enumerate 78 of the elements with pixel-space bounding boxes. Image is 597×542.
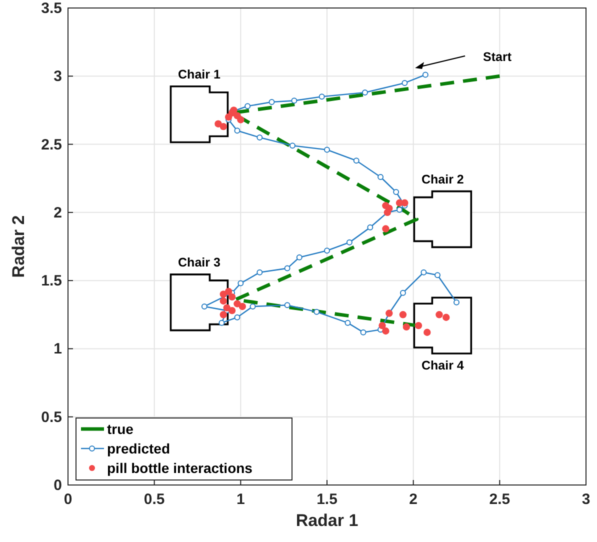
- annotation: Chair 3: [178, 255, 220, 270]
- point: [401, 199, 408, 206]
- point: [324, 248, 330, 254]
- point: [220, 311, 227, 318]
- point: [344, 320, 351, 326]
- legend-label: predicted: [107, 440, 170, 456]
- point: [402, 80, 408, 86]
- annotation: Start: [483, 50, 512, 64]
- x-tick-label: 0.5: [144, 491, 165, 508]
- point: [367, 224, 374, 230]
- x-tick-label: 1: [236, 491, 245, 508]
- point: [382, 327, 390, 335]
- x-axis-title: Radar 1: [296, 511, 358, 530]
- point: [214, 120, 222, 128]
- point: [346, 239, 352, 246]
- point: [382, 225, 390, 232]
- y-tick-label: 1: [54, 340, 62, 358]
- legend-label: true: [107, 421, 134, 437]
- point: [228, 293, 236, 301]
- point: [402, 323, 410, 331]
- point: [291, 98, 298, 104]
- point: [436, 311, 443, 318]
- point: [422, 72, 428, 78]
- y-tick-label: 3: [54, 68, 62, 86]
- point: [268, 99, 275, 106]
- point: [393, 188, 400, 195]
- y-tick-label: 1.5: [41, 272, 62, 290]
- y-tick-label: 2: [54, 204, 62, 222]
- legend-label: pill bottle interactions: [107, 460, 253, 476]
- point: [314, 308, 320, 315]
- point: [420, 269, 427, 276]
- point: [434, 272, 441, 278]
- point: [386, 204, 393, 212]
- point: [414, 322, 422, 330]
- annotation: Chair 2: [421, 172, 464, 186]
- y-tick-label: 3.5: [41, 0, 62, 17]
- x-tick-label: 3: [582, 491, 590, 508]
- point: [284, 302, 290, 308]
- point: [228, 306, 236, 314]
- point: [256, 134, 263, 140]
- point: [399, 311, 407, 318]
- point: [244, 103, 251, 110]
- point: [234, 314, 240, 320]
- point: [250, 303, 256, 310]
- point: [400, 290, 406, 296]
- point: [454, 299, 460, 306]
- point: [353, 158, 360, 164]
- point: [396, 206, 403, 213]
- point: [218, 320, 225, 326]
- point: [362, 89, 368, 96]
- point: [234, 128, 240, 134]
- y-tick-label: 0: [54, 477, 62, 494]
- point: [424, 328, 431, 336]
- y-tick-label: 2.5: [41, 136, 62, 154]
- point: [284, 265, 290, 272]
- point: [378, 174, 384, 180]
- annotation: Chair 1: [178, 67, 220, 82]
- point: [220, 297, 227, 305]
- point: [442, 314, 450, 321]
- point: [238, 280, 244, 286]
- point: [360, 329, 366, 336]
- point: [238, 302, 246, 310]
- point: [289, 142, 296, 149]
- point: [256, 269, 263, 276]
- point: [296, 254, 302, 260]
- point: [220, 122, 227, 130]
- y-tick-label: 0.5: [41, 408, 62, 426]
- point: [237, 116, 244, 124]
- y-axis-title: Radar 2: [9, 215, 28, 278]
- x-tick-label: 2.5: [489, 491, 510, 508]
- point: [318, 94, 325, 100]
- point: [378, 322, 386, 330]
- x-tick-label: 2: [409, 491, 418, 508]
- point: [224, 288, 232, 296]
- point: [201, 303, 208, 310]
- annotation: Chair 4: [421, 358, 464, 372]
- x-tick-label: 1.5: [316, 491, 338, 508]
- point: [324, 146, 330, 153]
